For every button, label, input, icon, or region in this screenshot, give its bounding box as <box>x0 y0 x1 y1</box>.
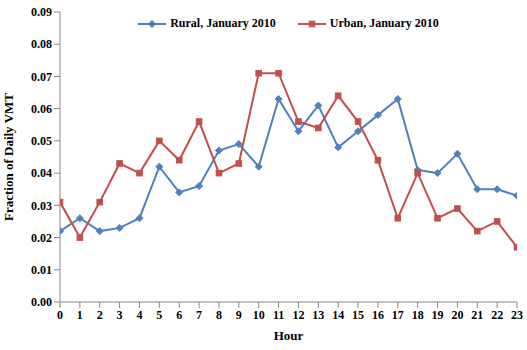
svg-text:0.04: 0.04 <box>31 166 52 180</box>
svg-text:0.09: 0.09 <box>31 5 52 19</box>
svg-text:19: 19 <box>432 308 444 322</box>
svg-text:12: 12 <box>292 308 304 322</box>
svg-text:2: 2 <box>97 308 103 322</box>
svg-text:5: 5 <box>156 308 162 322</box>
svg-text:0.07: 0.07 <box>31 70 52 84</box>
svg-text:0.01: 0.01 <box>31 263 52 277</box>
svg-text:7: 7 <box>196 308 202 322</box>
svg-text:1: 1 <box>77 308 83 322</box>
svg-text:0: 0 <box>57 308 63 322</box>
svg-text:0.03: 0.03 <box>31 199 52 213</box>
svg-text:22: 22 <box>491 308 503 322</box>
svg-text:21: 21 <box>471 308 483 322</box>
svg-text:14: 14 <box>332 308 344 322</box>
svg-text:11: 11 <box>273 308 284 322</box>
svg-text:0.08: 0.08 <box>31 37 52 51</box>
html-text:Urban, January 2010: Urban, January 2010 <box>329 16 439 30</box>
svg-text:3: 3 <box>117 308 123 322</box>
svg-text:18: 18 <box>412 308 424 322</box>
svg-text:Fraction of Daily VMT: Fraction of Daily VMT <box>8 93 16 221</box>
svg-text:0.00: 0.00 <box>31 295 52 309</box>
html-text:Rural, January 2010: Rural, January 2010 <box>170 16 276 30</box>
svg-text:15: 15 <box>352 308 364 322</box>
svg-text:23: 23 <box>511 308 519 322</box>
svg-text:Hour: Hour <box>274 328 304 343</box>
svg-text:8: 8 <box>216 308 222 322</box>
svg-text:20: 20 <box>451 308 463 322</box>
svg-text:0.06: 0.06 <box>31 102 52 116</box>
svg-text:0.05: 0.05 <box>31 134 52 148</box>
svg-text:10: 10 <box>253 308 265 322</box>
svg-text:4: 4 <box>136 308 142 322</box>
svg-text:17: 17 <box>392 308 404 322</box>
svg-text:16: 16 <box>372 308 384 322</box>
svg-text:6: 6 <box>176 308 182 322</box>
svg-text:13: 13 <box>312 308 324 322</box>
svg-text:9: 9 <box>236 308 242 322</box>
svg-text:0.02: 0.02 <box>31 231 52 245</box>
